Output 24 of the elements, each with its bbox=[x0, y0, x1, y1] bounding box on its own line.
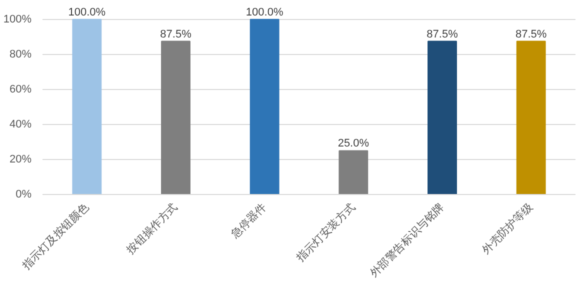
bar bbox=[250, 18, 280, 194]
y-tick-label: 40% bbox=[9, 118, 32, 130]
data-label: 87.5% bbox=[160, 28, 192, 40]
x-tick-label: 外壳防护等级 bbox=[479, 200, 536, 256]
bar bbox=[516, 40, 546, 194]
x-tick-label: 指示灯及按钮颜色 bbox=[19, 200, 92, 273]
y-tick-label: 60% bbox=[9, 83, 32, 96]
bar bbox=[72, 18, 102, 194]
y-tick-label: 100% bbox=[3, 13, 32, 26]
x-tick-label: 按钮操作方式 bbox=[124, 200, 180, 256]
data-label: 100.0% bbox=[246, 6, 284, 18]
data-label: 25.0% bbox=[338, 138, 370, 150]
data-label: 87.5% bbox=[426, 28, 458, 40]
data-label: 87.5% bbox=[515, 28, 547, 40]
y-tick-label: 0% bbox=[16, 188, 32, 200]
data-label: 100.0% bbox=[68, 6, 106, 18]
bar bbox=[161, 40, 190, 194]
x-tick-label: 外部警告标识与铭牌 bbox=[367, 200, 446, 280]
bar bbox=[428, 40, 457, 194]
x-tick-label: 指示灯安装方式 bbox=[293, 200, 358, 265]
y-tick-label: 20% bbox=[9, 153, 32, 166]
bar bbox=[338, 150, 368, 194]
y-tick-label: 80% bbox=[9, 48, 32, 60]
x-tick-label: 急停器件 bbox=[228, 201, 269, 242]
